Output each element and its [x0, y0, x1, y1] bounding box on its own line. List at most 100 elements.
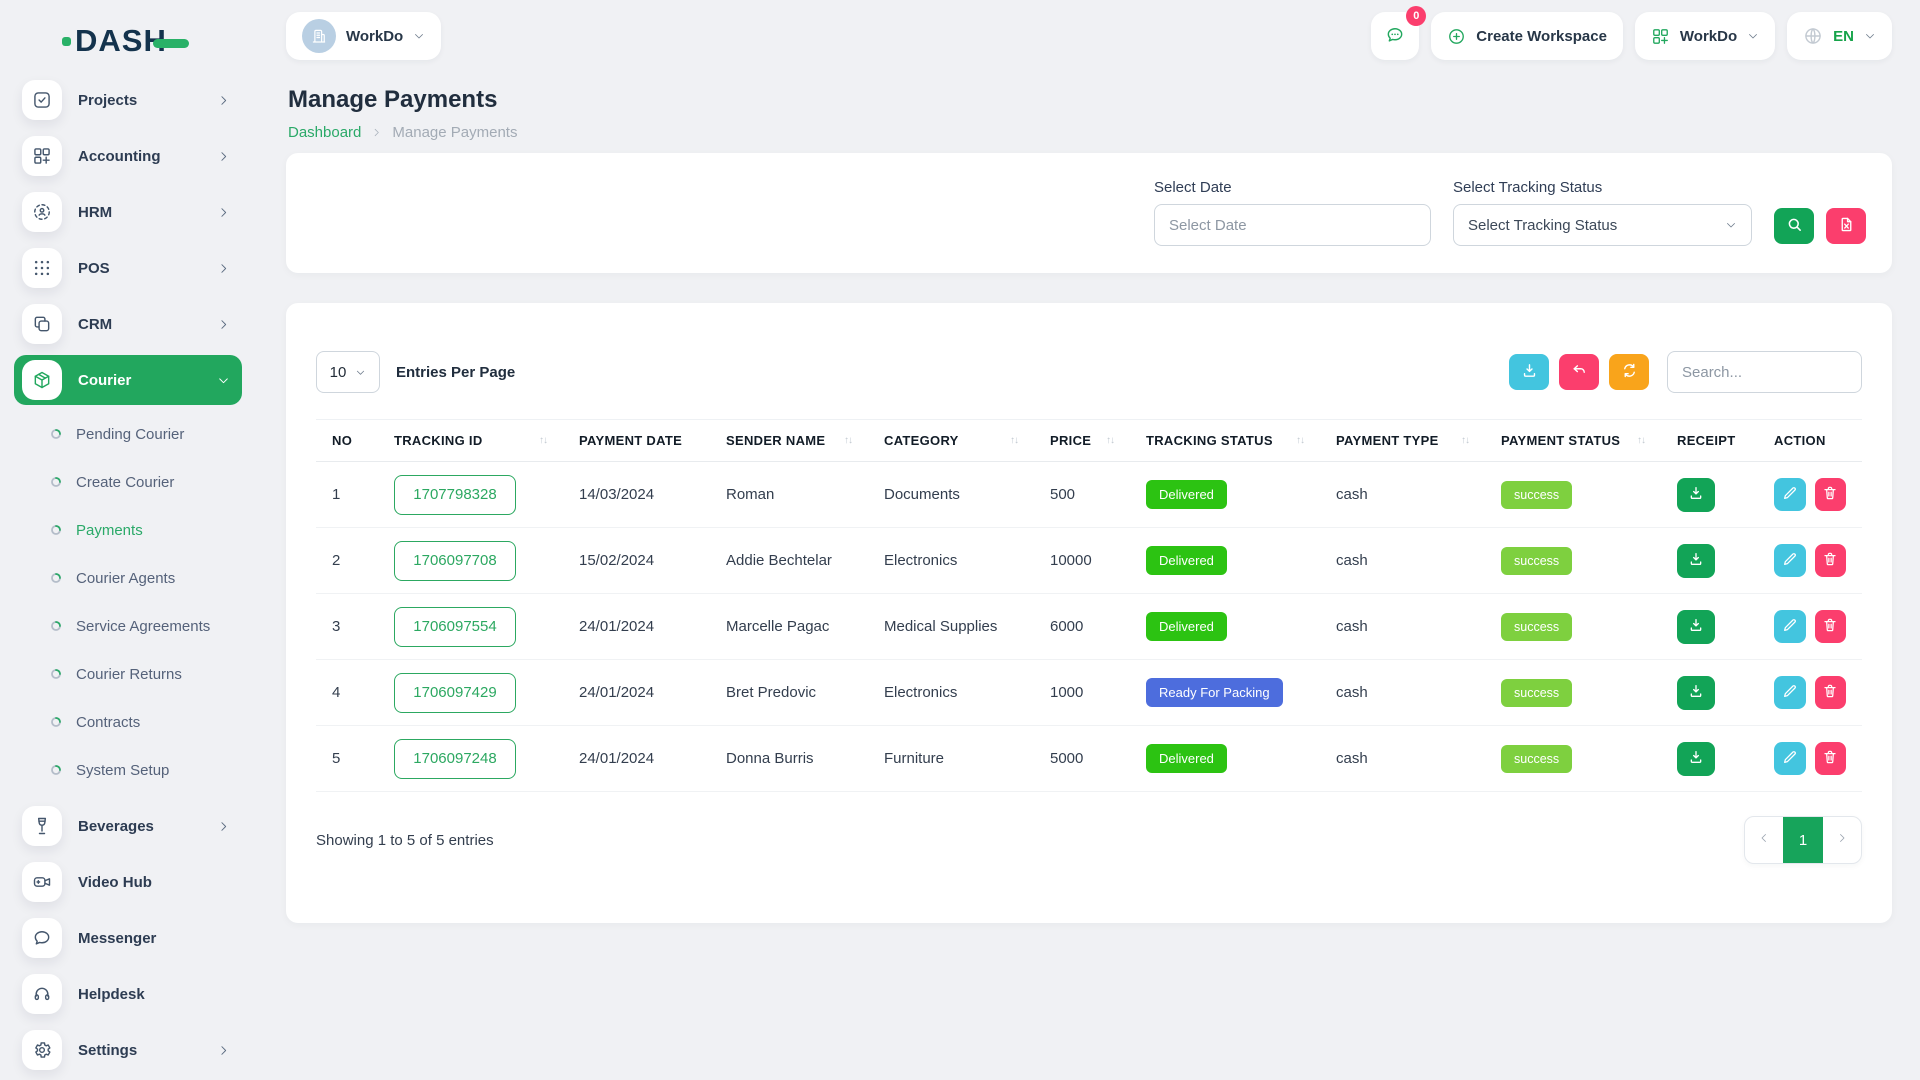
receipt-download-button[interactable] — [1677, 543, 1715, 578]
language-selector[interactable]: EN — [1787, 12, 1892, 60]
cell-receipt — [1661, 659, 1758, 726]
delete-button[interactable] — [1814, 676, 1846, 709]
sidebar-item-label: CRM — [78, 315, 113, 333]
sidebar-item-video-hub[interactable]: Video Hub — [14, 854, 242, 910]
edit-button[interactable] — [1774, 610, 1806, 643]
chevron-right-icon — [217, 206, 230, 219]
filter-reset-button[interactable] — [1826, 208, 1866, 244]
column-label: CATEGORY — [884, 433, 959, 448]
column-header-price[interactable]: PRICE ↑↓ — [1034, 419, 1130, 462]
plus-circle-icon — [1447, 27, 1466, 46]
delete-button[interactable] — [1814, 478, 1846, 511]
cell-price: 500 — [1034, 461, 1130, 528]
receipt-download-button[interactable] — [1677, 741, 1715, 776]
column-header-payment-status[interactable]: PAYMENT STATUS ↑↓ — [1485, 419, 1661, 462]
tracking-status-badge: Ready For Packing — [1146, 678, 1283, 707]
row-actions — [1774, 478, 1846, 511]
undo-button[interactable] — [1559, 354, 1599, 390]
tracking-status-badge: Delivered — [1146, 480, 1227, 509]
sidebar-subitem-create-courier[interactable]: Create Courier — [14, 458, 242, 506]
pagination: 1 — [1744, 816, 1862, 864]
cell-payment-type: cash — [1320, 461, 1485, 528]
workspace-switcher[interactable]: WorkDo — [286, 12, 442, 60]
sidebar-subitem-payments[interactable]: Payments — [14, 506, 242, 554]
pagination-page-1[interactable]: 1 — [1783, 817, 1823, 863]
create-workspace-button[interactable]: Create Workspace — [1431, 12, 1623, 60]
sidebar-item-crm[interactable]: CRM — [14, 296, 242, 352]
sidebar-item-settings[interactable]: Settings — [14, 1022, 242, 1078]
cell-tracking-status: Delivered — [1130, 461, 1320, 528]
sidebar-item-hrm[interactable]: HRM — [14, 184, 242, 240]
pagination-prev-button[interactable] — [1745, 817, 1783, 863]
column-header-tracking-status[interactable]: TRACKING STATUS ↑↓ — [1130, 419, 1320, 462]
date-filter-input[interactable] — [1154, 204, 1431, 246]
tracking-status-select[interactable]: Select Tracking Status — [1453, 204, 1752, 246]
column-header-sender-name[interactable]: SENDER NAME ↑↓ — [710, 419, 868, 462]
messages-count-badge: 0 — [1406, 6, 1427, 26]
sidebar-item-beverages[interactable]: Beverages — [14, 798, 242, 854]
chevron-right-icon — [371, 127, 382, 138]
sidebar-item-projects[interactable]: Projects — [14, 72, 242, 128]
sidebar-item-helpdesk[interactable]: Helpdesk — [14, 966, 242, 1022]
sidebar-item-label: Beverages — [78, 817, 154, 835]
receipt-download-button[interactable] — [1677, 609, 1715, 644]
delete-button[interactable] — [1814, 742, 1846, 775]
cell-payment-status: success — [1485, 461, 1661, 528]
column-header-category[interactable]: CATEGORY ↑↓ — [868, 419, 1034, 462]
refresh-button[interactable] — [1609, 354, 1649, 390]
table-search-input[interactable] — [1667, 351, 1862, 393]
delete-button[interactable] — [1814, 610, 1846, 643]
sidebar-subitem-contracts[interactable]: Contracts — [14, 698, 242, 746]
topbar-actions: 0 Create Workspace WorkDo EN — [1371, 6, 1892, 60]
column-label: RECEIPT — [1677, 433, 1736, 448]
user-menu-button[interactable]: WorkDo — [1634, 12, 1776, 60]
tracking-id-pill[interactable]: 1706097708 — [394, 540, 516, 581]
delete-button[interactable] — [1814, 544, 1846, 577]
edit-button[interactable] — [1774, 478, 1806, 511]
tracking-id-pill[interactable]: 1706097554 — [394, 606, 516, 647]
sidebar-subitem-service-agreements[interactable]: Service Agreements — [14, 602, 242, 650]
sidebar-subitem-courier-agents[interactable]: Courier Agents — [14, 554, 242, 602]
chevron-down-icon — [217, 374, 230, 387]
edit-button[interactable] — [1774, 544, 1806, 577]
tracking-id-pill[interactable]: 1706097429 — [394, 672, 516, 713]
logo-dot-icon — [62, 36, 71, 46]
edit-button[interactable] — [1774, 742, 1806, 775]
export-button[interactable] — [1509, 354, 1549, 390]
sidebar-subitem-label: Courier Returns — [76, 665, 182, 683]
column-header-payment-type[interactable]: PAYMENT TYPE ↑↓ — [1320, 419, 1485, 462]
column-label: PAYMENT STATUS — [1501, 433, 1621, 448]
pencil-icon — [1782, 485, 1798, 504]
sidebar-item-pos[interactable]: POS — [14, 240, 242, 296]
column-label: PRICE — [1050, 433, 1092, 448]
sidebar-item-accounting[interactable]: Accounting — [14, 128, 242, 184]
sidebar-item-courier[interactable]: Courier — [14, 355, 242, 405]
sidebar-subitem-pending-courier[interactable]: Pending Courier — [14, 410, 242, 458]
filter-search-button[interactable] — [1774, 208, 1814, 244]
cell-sender-name: Roman — [710, 461, 868, 528]
column-header-receipt: RECEIPT — [1661, 419, 1758, 462]
sidebar-item-label: Courier — [78, 371, 132, 389]
showing-entries-text: Showing 1 to 5 of 5 entries — [316, 831, 494, 849]
pagination-next-button[interactable] — [1823, 817, 1861, 863]
sidebar-item-messenger[interactable]: Messenger — [14, 910, 242, 966]
date-filter-group: Select Date — [1154, 179, 1431, 246]
dots-grid-icon — [22, 248, 62, 288]
cell-price: 10000 — [1034, 527, 1130, 594]
breadcrumb-dashboard-link[interactable]: Dashboard — [288, 124, 362, 141]
column-header-tracking-id[interactable]: TRACKING ID ↑↓ — [378, 419, 563, 462]
messages-button[interactable]: 0 — [1371, 6, 1427, 60]
entries-per-page-select[interactable]: 10 — [316, 351, 380, 393]
receipt-download-button[interactable] — [1677, 675, 1715, 710]
sidebar-subitem-system-setup[interactable]: System Setup — [14, 746, 242, 794]
tracking-id-pill[interactable]: 1706097248 — [394, 738, 516, 779]
receipt-download-button[interactable] — [1677, 477, 1715, 512]
tracking-id-pill[interactable]: 1707798328 — [394, 474, 516, 515]
dash-logo[interactable]: DASH — [62, 18, 256, 64]
edit-button[interactable] — [1774, 676, 1806, 709]
gear-icon — [22, 1030, 62, 1070]
tracking-status-badge: Delivered — [1146, 612, 1227, 641]
sidebar-subitem-courier-returns[interactable]: Courier Returns — [14, 650, 242, 698]
date-filter-label: Select Date — [1154, 179, 1232, 196]
